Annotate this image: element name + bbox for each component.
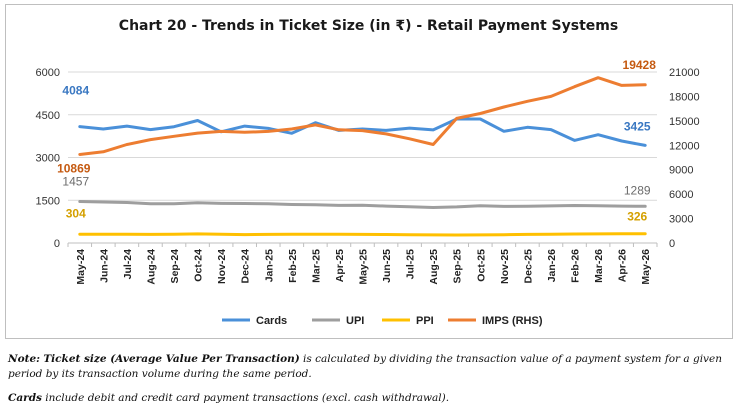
y-right-tick-label: 6000 xyxy=(669,189,693,201)
data-label: 10869 xyxy=(57,161,91,175)
x-tick-label: Jan-25 xyxy=(263,249,275,282)
notes-section: Note: Ticket size (Average Value Per Tra… xyxy=(8,352,728,415)
legend-label: Cards xyxy=(256,315,287,327)
x-tick-label: May-26 xyxy=(640,249,652,285)
x-tick-label: Feb-25 xyxy=(287,249,299,283)
y-left-tick-label: 4500 xyxy=(36,110,60,122)
chart-frame xyxy=(5,4,733,339)
note-paragraph: Note: Ticket size (Average Value Per Tra… xyxy=(8,352,728,382)
note-text: is calculated by dividing the transactio… xyxy=(8,353,722,380)
x-tick-label: Mar-26 xyxy=(593,249,605,283)
data-label: 3425 xyxy=(624,119,651,133)
x-tick-label: Feb-26 xyxy=(570,249,582,283)
x-tick-label: Apr-26 xyxy=(617,249,629,282)
x-tick-label: Aug-24 xyxy=(145,249,157,285)
x-tick-label: May-24 xyxy=(75,249,87,285)
series-line-cards xyxy=(78,117,647,147)
x-tick-label: May-25 xyxy=(358,249,370,285)
legend-label: IMPS (RHS) xyxy=(482,315,543,327)
data-label: 1289 xyxy=(624,183,651,197)
legend-label: UPI xyxy=(346,315,364,327)
x-tick-label: Sep-24 xyxy=(169,249,181,284)
x-tick-label: Oct-24 xyxy=(193,249,205,282)
x-tick-label: Jul-25 xyxy=(405,249,417,280)
series-line-ppi xyxy=(78,232,647,237)
x-tick-label: Jan-26 xyxy=(546,249,558,282)
data-label: 4084 xyxy=(62,84,89,98)
note-label: Note: xyxy=(8,353,41,365)
x-tick-label: Jul-24 xyxy=(122,249,134,280)
series-line-imps-rhs xyxy=(78,76,647,156)
y-right-tick-label: 15000 xyxy=(669,116,700,128)
data-label: 326 xyxy=(627,210,647,224)
x-tick-label: Dec-24 xyxy=(240,249,252,284)
y-left-tick-label: 6000 xyxy=(36,67,60,79)
x-tick-label: Apr-25 xyxy=(334,249,346,282)
y-right-tick-label: 0 xyxy=(669,238,675,250)
cards-label: Cards xyxy=(8,392,42,404)
x-tick-label: Nov-24 xyxy=(216,249,228,284)
x-tick-label: Mar-25 xyxy=(310,249,322,283)
data-label: 19428 xyxy=(623,58,657,72)
series-line-upi xyxy=(78,200,647,209)
y-left-tick-label: 3000 xyxy=(36,153,60,165)
chart-svg: 0 1500 3000 4500 6000 0 3000 6000 9000 12000 15000… xyxy=(36,58,700,327)
legend-label: PPI xyxy=(416,315,434,327)
y-right-tick-label: 18000 xyxy=(669,91,700,103)
x-tick-label: Oct-25 xyxy=(475,249,487,282)
x-tick-label: Nov-25 xyxy=(499,249,511,284)
chart-title: Chart 20 - Trends in Ticket Size (in ₹) … xyxy=(118,18,619,34)
y-right-tick-label: 3000 xyxy=(669,214,693,226)
data-label: 1457 xyxy=(62,174,89,188)
y-left-tick-label: 0 xyxy=(54,238,60,250)
cards-text: include debit and credit card payment tr… xyxy=(45,392,450,404)
x-tick-label: Dec-25 xyxy=(522,249,534,284)
x-tick-label: Jun-24 xyxy=(98,249,110,283)
x-tick-label: Sep-25 xyxy=(452,249,464,284)
y-right-tick-label: 9000 xyxy=(669,165,693,177)
y-left-tick-label: 1500 xyxy=(36,195,60,207)
x-tick-label: Aug-25 xyxy=(428,249,440,285)
note-term: Ticket size (Average Value Per Transacti… xyxy=(43,353,300,365)
data-label: 304 xyxy=(66,206,86,220)
cards-paragraph: Cards include debit and credit card paym… xyxy=(8,391,728,406)
y-right-tick-label: 21000 xyxy=(669,67,700,79)
y-right-tick-label: 12000 xyxy=(669,140,700,152)
x-tick-label: Jun-25 xyxy=(381,249,393,283)
